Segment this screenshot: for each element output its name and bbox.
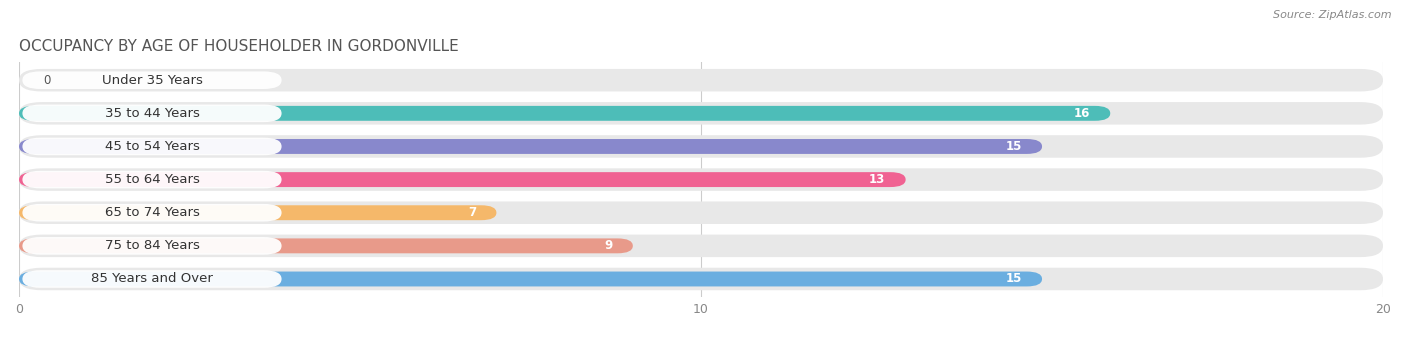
Text: 55 to 64 Years: 55 to 64 Years — [104, 173, 200, 186]
FancyBboxPatch shape — [20, 235, 1384, 257]
FancyBboxPatch shape — [20, 135, 1384, 158]
Text: 15: 15 — [1005, 140, 1022, 153]
FancyBboxPatch shape — [20, 202, 1384, 224]
FancyBboxPatch shape — [20, 139, 1042, 154]
FancyBboxPatch shape — [20, 106, 1111, 121]
Text: OCCUPANCY BY AGE OF HOUSEHOLDER IN GORDONVILLE: OCCUPANCY BY AGE OF HOUSEHOLDER IN GORDO… — [20, 39, 458, 54]
Text: 9: 9 — [605, 239, 613, 252]
FancyBboxPatch shape — [22, 71, 281, 89]
Text: 7: 7 — [468, 206, 477, 219]
FancyBboxPatch shape — [20, 268, 1384, 290]
FancyBboxPatch shape — [20, 205, 496, 220]
FancyBboxPatch shape — [20, 271, 1042, 286]
Text: 65 to 74 Years: 65 to 74 Years — [104, 206, 200, 219]
FancyBboxPatch shape — [20, 69, 1384, 91]
Text: 0: 0 — [42, 74, 51, 87]
FancyBboxPatch shape — [22, 270, 281, 288]
FancyBboxPatch shape — [20, 172, 905, 187]
Text: 85 Years and Over: 85 Years and Over — [91, 272, 212, 285]
Text: Under 35 Years: Under 35 Years — [101, 74, 202, 87]
FancyBboxPatch shape — [22, 105, 281, 122]
FancyBboxPatch shape — [22, 138, 281, 155]
Text: 15: 15 — [1005, 272, 1022, 285]
FancyBboxPatch shape — [20, 102, 1384, 124]
FancyBboxPatch shape — [22, 204, 281, 222]
FancyBboxPatch shape — [20, 168, 1384, 191]
FancyBboxPatch shape — [20, 238, 633, 253]
Text: 45 to 54 Years: 45 to 54 Years — [104, 140, 200, 153]
Text: 35 to 44 Years: 35 to 44 Years — [104, 107, 200, 120]
Text: Source: ZipAtlas.com: Source: ZipAtlas.com — [1274, 10, 1392, 20]
FancyBboxPatch shape — [22, 171, 281, 188]
Text: 75 to 84 Years: 75 to 84 Years — [104, 239, 200, 252]
Text: 16: 16 — [1073, 107, 1090, 120]
Text: 13: 13 — [869, 173, 886, 186]
FancyBboxPatch shape — [22, 237, 281, 255]
